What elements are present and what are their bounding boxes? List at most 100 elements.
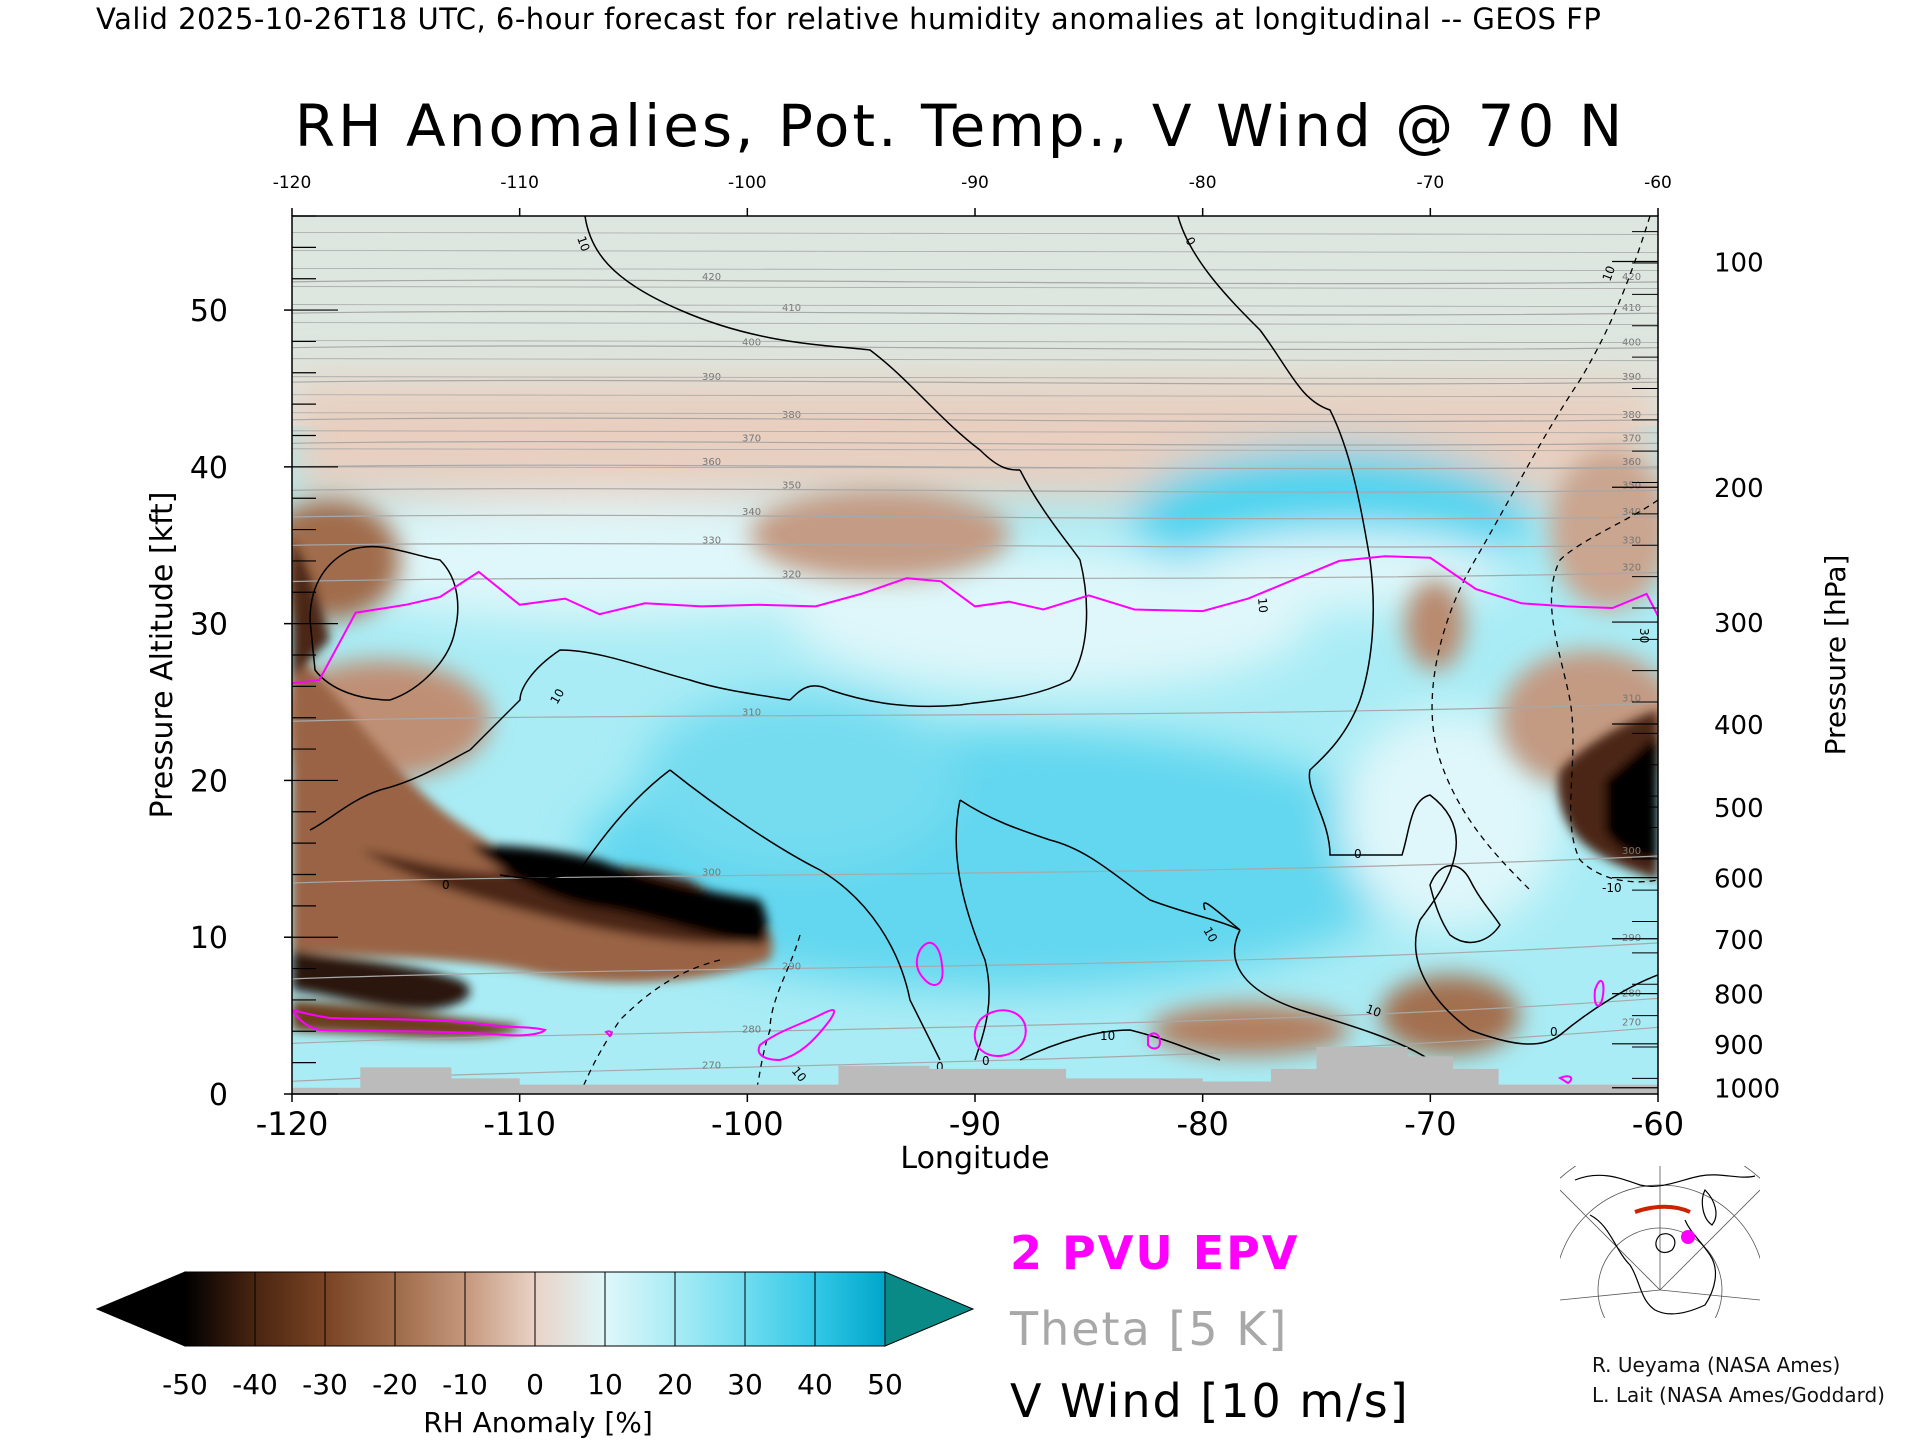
colorbar-box bbox=[604, 1271, 676, 1347]
colorbar-box bbox=[814, 1271, 886, 1347]
colorbar-box bbox=[744, 1271, 816, 1347]
theta-contour-390 bbox=[292, 379, 1658, 385]
colorbar-box bbox=[534, 1271, 606, 1347]
x-tick-label-top: -70 bbox=[1416, 173, 1444, 193]
pressure-tick-label: 400 bbox=[1714, 711, 1764, 741]
credits: R. Ueyama (NASA Ames) L. Lait (NASA Ames… bbox=[1592, 1350, 1885, 1410]
colorbar-tick-label: -20 bbox=[372, 1368, 418, 1401]
valid-time-line: Valid 2025-10-26T18 UTC, 6-hour forecast… bbox=[96, 2, 1602, 36]
theta-contour-minor bbox=[292, 322, 1658, 326]
theta-label-right-300: 300 bbox=[1622, 846, 1641, 857]
theta-contour-minor bbox=[292, 448, 1658, 452]
theta-contour-minor bbox=[292, 430, 1658, 434]
y-tick-label: 10 bbox=[190, 921, 228, 956]
x-tick-label-top: -80 bbox=[1189, 173, 1217, 193]
pressure-tick-label: 500 bbox=[1714, 794, 1764, 824]
x-axis-title: Longitude bbox=[900, 1141, 1049, 1176]
pressure-tick-label: 600 bbox=[1714, 865, 1764, 895]
colorbar-box bbox=[324, 1271, 396, 1347]
colorbar-arrow-left bbox=[95, 1271, 186, 1347]
theta-contour-290 bbox=[292, 942, 1658, 980]
colorbar-tick-label: -50 bbox=[162, 1368, 208, 1401]
vwind-negative-contours bbox=[579, 216, 1658, 1094]
theta-label-270: 270 bbox=[702, 1061, 721, 1072]
inset-locator-map bbox=[1560, 1166, 1760, 1318]
chart-title: RH Anomalies, Pot. Temp., V Wind @ 70 N bbox=[294, 92, 1626, 160]
x-tick-label: -70 bbox=[1404, 1105, 1456, 1143]
colorbar-box bbox=[674, 1271, 746, 1347]
theta-contour-minor bbox=[292, 340, 1658, 344]
epv-2pvu-line bbox=[292, 555, 1658, 685]
y-tick-label: 50 bbox=[190, 294, 228, 329]
svg-text:0: 0 bbox=[982, 1054, 990, 1068]
theta-label-right-330: 330 bbox=[1622, 535, 1641, 546]
pressure-tick-label: 800 bbox=[1714, 981, 1764, 1011]
theta-label-400: 400 bbox=[742, 338, 761, 349]
x-tick-label-top: -100 bbox=[728, 173, 767, 193]
svg-text:10: 10 bbox=[574, 234, 592, 253]
legend-theta: Theta [5 K] bbox=[1010, 1302, 1289, 1356]
theta-contour-minor bbox=[292, 286, 1658, 289]
colorbar-box bbox=[254, 1271, 326, 1347]
epv-2pvu-loops bbox=[292, 941, 1605, 1085]
x-tick-label: -80 bbox=[1177, 1105, 1229, 1143]
theta-label-420: 420 bbox=[702, 272, 721, 283]
y-axis-title-left: Pressure Altitude [kft] bbox=[145, 492, 180, 819]
theta-label-right-390: 390 bbox=[1622, 372, 1641, 383]
pressure-tick-label: 700 bbox=[1714, 926, 1764, 956]
theta-contour-minor bbox=[292, 376, 1658, 380]
axes: -120-120-110-110-100-100-90-90-80-80-70-… bbox=[190, 173, 1780, 1143]
colorbar-label: RH Anomaly [%] bbox=[423, 1406, 653, 1439]
x-tick-label: -90 bbox=[949, 1105, 1001, 1143]
svg-text:10: 10 bbox=[1100, 1029, 1115, 1043]
theta-label-410: 410 bbox=[782, 303, 801, 314]
theta-contour-370 bbox=[292, 440, 1658, 446]
x-tick-label-top: -110 bbox=[500, 173, 539, 193]
pressure-tick-label: 100 bbox=[1714, 248, 1764, 278]
colorbar-tick-label: 0 bbox=[526, 1368, 544, 1401]
svg-text:10: 10 bbox=[1200, 925, 1220, 945]
pressure-tick-label: 200 bbox=[1714, 474, 1764, 504]
colorbar-tick-label: -30 bbox=[302, 1368, 348, 1401]
pressure-tick-label: 900 bbox=[1714, 1031, 1764, 1061]
theta-label-right-370: 370 bbox=[1622, 433, 1641, 444]
svg-text:0: 0 bbox=[936, 1060, 944, 1074]
pressure-tick-label: 1000 bbox=[1714, 1075, 1780, 1105]
x-tick-label: -60 bbox=[1632, 1105, 1684, 1143]
theta-label-360: 360 bbox=[702, 457, 721, 468]
x-tick-label-top: -90 bbox=[961, 173, 989, 193]
theta-label-370: 370 bbox=[742, 433, 761, 444]
svg-text:-10: -10 bbox=[1602, 881, 1622, 895]
theta-label-330: 330 bbox=[702, 535, 721, 546]
theta-label-right-420: 420 bbox=[1622, 272, 1641, 283]
theta-label-300: 300 bbox=[702, 868, 721, 879]
theta-label-right-270: 270 bbox=[1622, 1017, 1641, 1028]
theta-label-right-380: 380 bbox=[1622, 410, 1641, 421]
svg-text:10: 10 bbox=[1255, 597, 1270, 613]
theta-contour-270 bbox=[292, 1026, 1658, 1082]
x-tick-label: -100 bbox=[711, 1105, 784, 1143]
theta-contour-310 bbox=[292, 702, 1658, 722]
theta-contour-330 bbox=[292, 542, 1658, 548]
x-tick-label: -120 bbox=[256, 1105, 329, 1143]
vwind-contours bbox=[309, 216, 1658, 1061]
theta-contour-410 bbox=[292, 310, 1658, 316]
theta-contour-420 bbox=[292, 279, 1658, 285]
theta-contour-280 bbox=[292, 997, 1658, 1044]
theta-label-right-350: 350 bbox=[1622, 480, 1641, 491]
theta-label-380: 380 bbox=[782, 410, 801, 421]
colorbar-arrow-right bbox=[884, 1271, 975, 1347]
svg-text:30: 30 bbox=[1637, 628, 1651, 643]
svg-text:10: 10 bbox=[1364, 1002, 1383, 1020]
theta-contour-380 bbox=[292, 417, 1658, 423]
theta-label-right-410: 410 bbox=[1622, 303, 1641, 314]
theta-label-340: 340 bbox=[742, 507, 761, 518]
credit-line-1: R. Ueyama (NASA Ames) bbox=[1592, 1353, 1841, 1377]
theta-contour-400 bbox=[292, 345, 1658, 351]
colorbar-box bbox=[184, 1271, 256, 1347]
theta-contour-350 bbox=[292, 488, 1658, 493]
theta-contour-340 bbox=[292, 514, 1658, 520]
credit-line-2: L. Lait (NASA Ames/Goddard) bbox=[1592, 1383, 1885, 1407]
colorbar-tick-label: -40 bbox=[232, 1368, 278, 1401]
